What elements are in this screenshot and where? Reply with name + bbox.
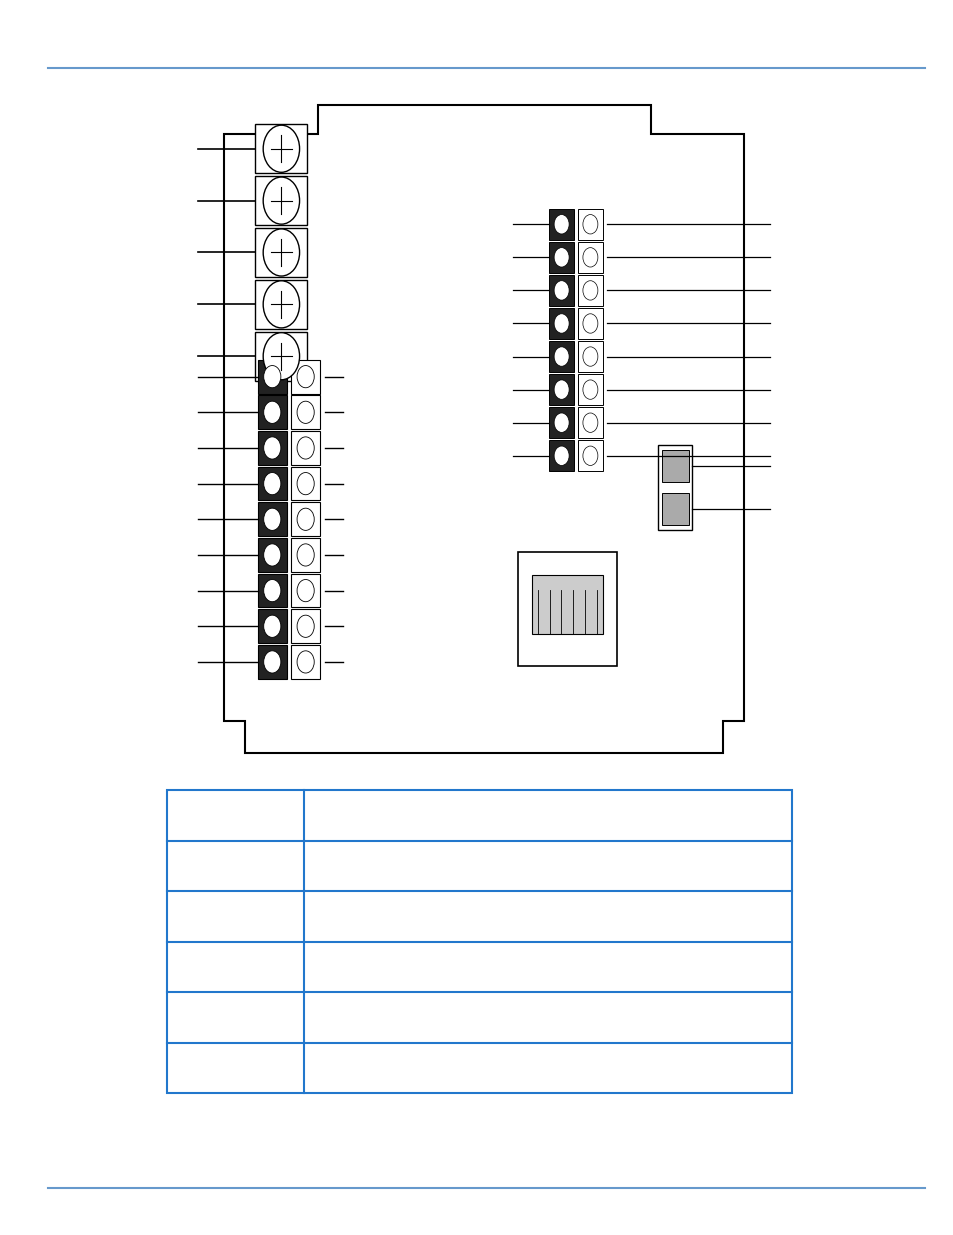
Circle shape <box>554 446 569 466</box>
Bar <box>578 242 602 273</box>
Bar <box>658 446 692 530</box>
Bar <box>549 275 574 306</box>
Circle shape <box>296 615 314 637</box>
Bar <box>291 645 319 679</box>
Bar <box>255 177 307 225</box>
Circle shape <box>263 473 280 495</box>
Circle shape <box>263 437 280 459</box>
Bar <box>661 451 688 483</box>
Circle shape <box>263 508 280 530</box>
Circle shape <box>263 332 299 380</box>
Bar <box>167 790 791 1093</box>
Bar <box>549 341 574 372</box>
Circle shape <box>263 401 280 424</box>
Bar <box>257 395 286 429</box>
Circle shape <box>263 125 299 173</box>
Bar <box>549 242 574 273</box>
Circle shape <box>296 401 314 424</box>
Circle shape <box>296 579 314 601</box>
Bar <box>549 209 574 240</box>
Bar <box>255 280 307 329</box>
Circle shape <box>554 314 569 333</box>
Circle shape <box>296 473 314 495</box>
Circle shape <box>296 508 314 530</box>
Circle shape <box>582 215 598 233</box>
Bar <box>517 552 616 666</box>
Bar <box>578 209 602 240</box>
Bar <box>549 374 574 405</box>
Bar <box>549 440 574 472</box>
Bar <box>291 609 319 643</box>
Circle shape <box>554 280 569 300</box>
Bar <box>291 538 319 572</box>
Bar <box>291 395 319 429</box>
Circle shape <box>296 437 314 459</box>
Bar <box>291 574 319 608</box>
Bar <box>257 609 286 643</box>
Circle shape <box>582 412 598 432</box>
Polygon shape <box>224 105 743 753</box>
Bar <box>255 228 307 277</box>
Circle shape <box>554 412 569 432</box>
Bar <box>291 431 319 464</box>
Circle shape <box>263 543 280 566</box>
Bar <box>255 332 307 380</box>
Circle shape <box>296 543 314 566</box>
Bar <box>578 275 602 306</box>
Circle shape <box>554 380 569 399</box>
Circle shape <box>554 347 569 367</box>
Circle shape <box>263 280 299 329</box>
Bar <box>291 503 319 536</box>
Bar <box>291 467 319 500</box>
Circle shape <box>263 651 280 673</box>
Circle shape <box>582 380 598 399</box>
Bar <box>257 645 286 679</box>
Bar <box>257 538 286 572</box>
Circle shape <box>554 215 569 233</box>
Bar <box>257 467 286 500</box>
Bar <box>257 574 286 608</box>
Circle shape <box>582 446 598 466</box>
Circle shape <box>582 314 598 333</box>
Circle shape <box>263 177 299 225</box>
Circle shape <box>582 347 598 367</box>
Circle shape <box>296 651 314 673</box>
Circle shape <box>582 248 598 267</box>
Circle shape <box>296 366 314 388</box>
Circle shape <box>263 579 280 601</box>
Circle shape <box>263 228 299 277</box>
Bar <box>531 576 602 634</box>
Bar <box>549 408 574 438</box>
Bar <box>257 503 286 536</box>
Bar <box>578 374 602 405</box>
Circle shape <box>582 280 598 300</box>
Bar <box>549 308 574 340</box>
Bar <box>257 359 286 394</box>
Bar <box>578 308 602 340</box>
Bar <box>661 493 688 525</box>
Circle shape <box>263 366 280 388</box>
Circle shape <box>263 615 280 637</box>
Bar <box>255 125 307 173</box>
Bar <box>291 359 319 394</box>
Circle shape <box>554 248 569 267</box>
Bar <box>578 341 602 372</box>
Bar <box>578 440 602 472</box>
Bar <box>257 431 286 464</box>
Bar <box>578 408 602 438</box>
